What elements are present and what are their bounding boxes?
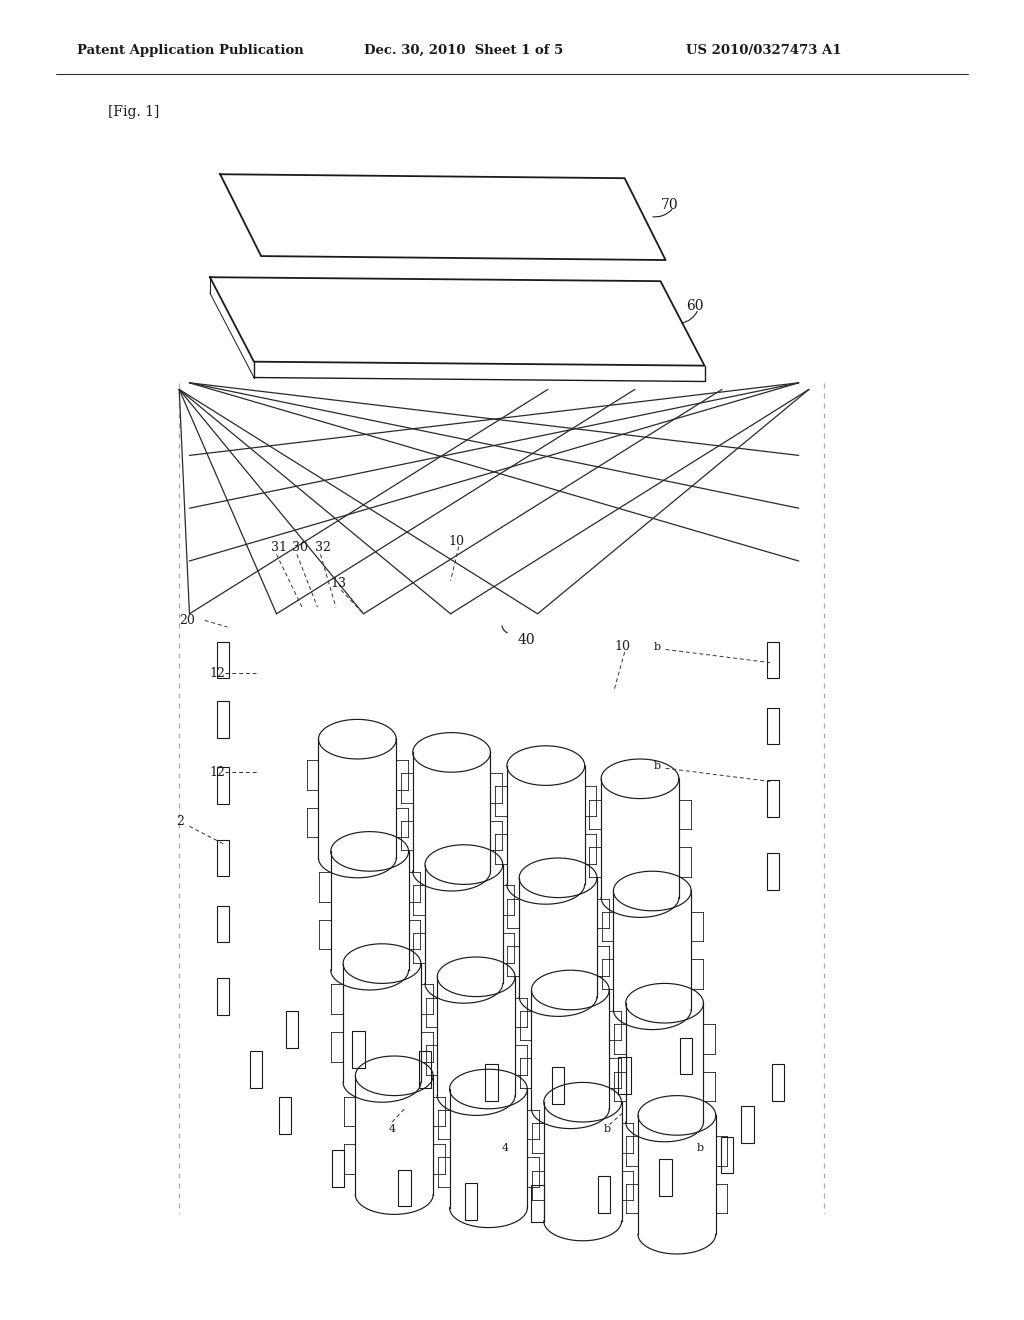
Bar [332, 1150, 344, 1187]
Text: b: b [653, 642, 660, 652]
Bar [398, 1170, 411, 1206]
Bar [531, 1185, 544, 1222]
Bar [618, 1057, 631, 1094]
Bar [552, 1067, 564, 1104]
Bar [250, 1051, 262, 1088]
Text: 30: 30 [292, 541, 308, 554]
Text: 10: 10 [449, 535, 465, 548]
Text: 12: 12 [210, 667, 226, 680]
Text: 40: 40 [517, 634, 535, 647]
Text: 4: 4 [389, 1123, 396, 1134]
Text: 60: 60 [686, 300, 703, 313]
Text: b: b [696, 1143, 703, 1154]
Bar [741, 1106, 754, 1143]
Bar [279, 1097, 291, 1134]
Bar [767, 642, 779, 678]
Bar [772, 1064, 784, 1101]
Bar [767, 780, 779, 817]
Bar [419, 1051, 431, 1088]
Text: 31: 31 [271, 541, 288, 554]
Bar [721, 1137, 733, 1173]
Bar [767, 853, 779, 890]
Bar [767, 708, 779, 744]
Text: 32: 32 [315, 541, 332, 554]
Bar [217, 767, 229, 804]
Text: b: b [653, 760, 660, 771]
Bar [485, 1064, 498, 1101]
Text: b: b [604, 1123, 611, 1134]
Text: Patent Application Publication: Patent Application Publication [77, 44, 303, 57]
Text: 10: 10 [614, 640, 631, 653]
Bar [286, 1011, 298, 1048]
Bar [680, 1038, 692, 1074]
Bar [352, 1031, 365, 1068]
Text: 13: 13 [331, 577, 347, 590]
Bar [217, 906, 229, 942]
Text: 20: 20 [179, 614, 196, 627]
Bar [217, 840, 229, 876]
Bar [217, 701, 229, 738]
Text: 12: 12 [210, 766, 226, 779]
Bar [217, 978, 229, 1015]
Text: Dec. 30, 2010  Sheet 1 of 5: Dec. 30, 2010 Sheet 1 of 5 [364, 44, 563, 57]
Bar [465, 1183, 477, 1220]
Text: 70: 70 [660, 198, 678, 211]
Bar [217, 642, 229, 678]
Bar [598, 1176, 610, 1213]
Bar [659, 1159, 672, 1196]
Text: US 2010/0327473 A1: US 2010/0327473 A1 [686, 44, 842, 57]
Text: [Fig. 1]: [Fig. 1] [108, 106, 159, 119]
Text: 2: 2 [176, 814, 184, 828]
Text: 4: 4 [502, 1143, 509, 1154]
